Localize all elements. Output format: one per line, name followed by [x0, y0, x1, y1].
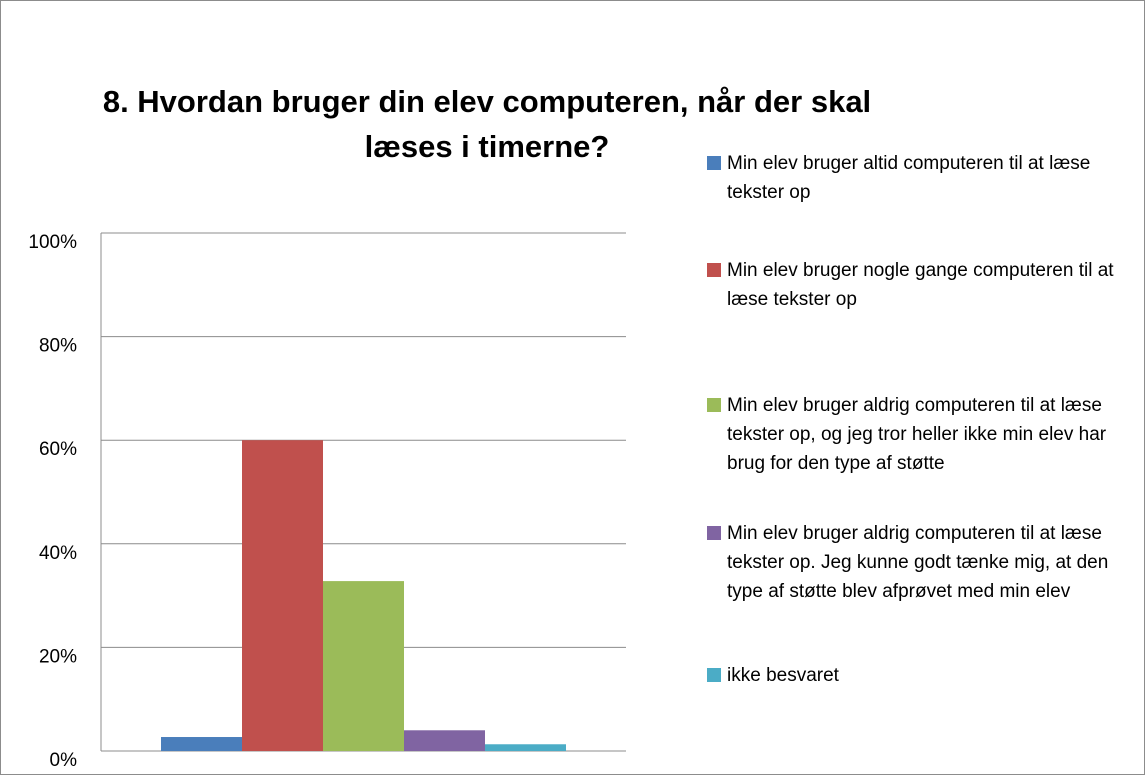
y-tick-label: 80%	[39, 336, 77, 357]
legend-item: Min elev bruger altid computeren til at …	[707, 149, 1137, 207]
legend-swatch	[707, 263, 721, 277]
legend-swatch	[707, 668, 721, 682]
legend-label: Min elev bruger nogle gange computeren t…	[727, 260, 1114, 310]
y-tick-label: 0%	[50, 750, 78, 771]
y-tick-label: 100%	[28, 232, 77, 253]
legend-item: ikke besvaret	[707, 661, 1137, 690]
bar	[323, 581, 404, 751]
y-tick-label: 20%	[39, 646, 77, 667]
y-tick-label: 40%	[39, 543, 77, 564]
y-tick-label: 60%	[39, 439, 77, 460]
legend-item: Min elev bruger nogle gange computeren t…	[707, 256, 1137, 314]
legend-label: Min elev bruger altid computeren til at …	[727, 153, 1091, 203]
legend-swatch	[707, 398, 721, 412]
legend-swatch	[707, 526, 721, 540]
legend-swatch	[707, 156, 721, 170]
legend-label: Min elev bruger aldrig computeren til at…	[727, 523, 1109, 602]
bar	[242, 440, 323, 751]
legend-label: Min elev bruger aldrig computeren til at…	[727, 395, 1107, 474]
bar	[161, 737, 242, 751]
chart-title: 8. Hvordan bruger din elev computeren, n…	[102, 84, 872, 164]
bar	[485, 744, 566, 751]
legend-item: Min elev bruger aldrig computeren til at…	[707, 391, 1137, 478]
bar	[404, 730, 485, 751]
legend-label: ikke besvaret	[727, 665, 839, 686]
legend-item: Min elev bruger aldrig computeren til at…	[707, 519, 1137, 606]
